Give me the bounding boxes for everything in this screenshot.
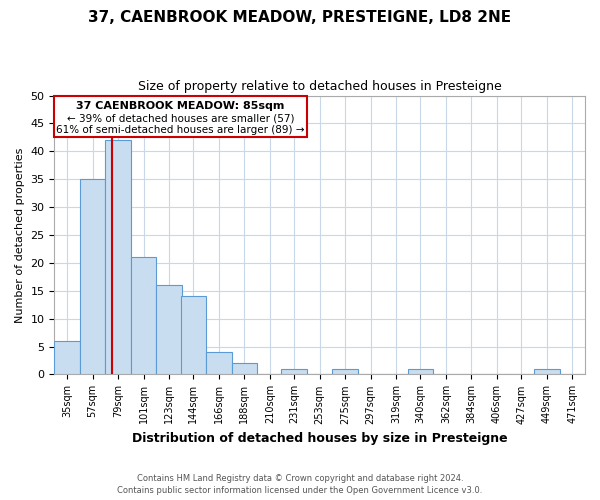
Bar xyxy=(131,258,157,374)
Bar xyxy=(106,140,131,374)
Title: Size of property relative to detached houses in Presteigne: Size of property relative to detached ho… xyxy=(138,80,502,93)
Bar xyxy=(281,369,307,374)
Text: ← 39% of detached houses are smaller (57): ← 39% of detached houses are smaller (57… xyxy=(67,114,295,124)
Y-axis label: Number of detached properties: Number of detached properties xyxy=(15,148,25,322)
Bar xyxy=(332,369,358,374)
Bar xyxy=(181,296,206,374)
Bar xyxy=(55,96,307,138)
Bar xyxy=(55,341,80,374)
Bar xyxy=(206,352,232,374)
Text: 61% of semi-detached houses are larger (89) →: 61% of semi-detached houses are larger (… xyxy=(56,124,305,134)
Text: 37, CAENBROOK MEADOW, PRESTEIGNE, LD8 2NE: 37, CAENBROOK MEADOW, PRESTEIGNE, LD8 2N… xyxy=(88,10,512,25)
Text: Contains HM Land Registry data © Crown copyright and database right 2024.
Contai: Contains HM Land Registry data © Crown c… xyxy=(118,474,482,495)
Bar xyxy=(232,364,257,374)
Bar xyxy=(157,285,182,374)
Bar xyxy=(534,369,560,374)
Bar xyxy=(408,369,433,374)
Bar xyxy=(80,179,106,374)
Text: 37 CAENBROOK MEADOW: 85sqm: 37 CAENBROOK MEADOW: 85sqm xyxy=(76,101,285,111)
X-axis label: Distribution of detached houses by size in Presteigne: Distribution of detached houses by size … xyxy=(132,432,508,445)
